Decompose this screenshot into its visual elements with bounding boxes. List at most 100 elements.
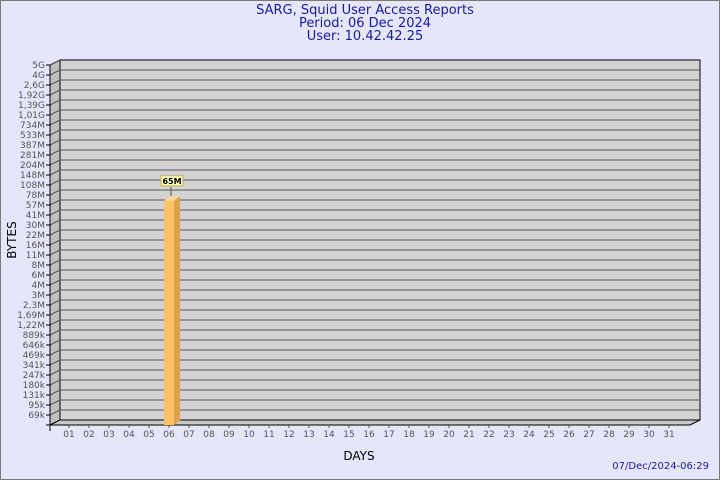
y-tick-label: 533M <box>20 131 45 141</box>
x-axis-title: DAYS <box>343 449 374 463</box>
gridline-side <box>49 339 61 346</box>
chart-title: SARG, Squid User Access Reports <box>256 3 474 18</box>
x-tick-label: 12 <box>283 430 294 440</box>
y-tick-label: 148M <box>20 171 45 181</box>
y-tick-label: 6M <box>32 271 46 281</box>
x-tick-label: 31 <box>663 430 674 440</box>
x-tick-label: 24 <box>523 430 535 440</box>
y-tick-label: 341k <box>23 361 46 371</box>
y-tick-label: 131k <box>23 391 46 401</box>
gridline-side <box>49 319 61 326</box>
x-tick-label: 25 <box>543 430 554 440</box>
gridline-side <box>49 99 61 106</box>
gridline-side <box>49 409 61 416</box>
y-tick-label: 22M <box>26 231 45 241</box>
y-tick-label: 69k <box>28 411 45 421</box>
gridline-side <box>49 89 61 96</box>
gridline-side <box>49 59 61 66</box>
gridline-side <box>49 279 61 286</box>
x-tick-label: 23 <box>503 430 514 440</box>
x-tick-label: 18 <box>403 430 415 440</box>
x-tick-label: 06 <box>163 430 175 440</box>
y-tick-label: 108M <box>20 181 45 191</box>
y-tick-label: 41M <box>26 211 45 221</box>
y-tick-label: 95k <box>28 401 45 411</box>
gridline-side <box>49 379 61 386</box>
y-tick-label: 1,01G <box>18 111 45 121</box>
x-tick-label: 16 <box>363 430 375 440</box>
gridline-side <box>49 249 61 256</box>
x-tick-label: 02 <box>83 430 94 440</box>
x-tick-label: 22 <box>483 430 494 440</box>
gridline-side <box>49 69 61 76</box>
y-tick-label: 2,3M <box>23 301 45 311</box>
y-tick-label: 1,22M <box>17 321 45 331</box>
chart-user: User: 10.42.42.25 <box>306 29 424 44</box>
x-tick-label: 17 <box>383 430 394 440</box>
x-tick-label: 04 <box>123 430 135 440</box>
x-tick-label: 10 <box>243 430 255 440</box>
x-tick-label: 26 <box>563 430 575 440</box>
x-tick-label: 30 <box>643 430 655 440</box>
gridline-side <box>49 389 61 396</box>
gridline-side <box>49 189 61 196</box>
y-tick-label: 8M <box>32 261 46 271</box>
x-tick-label: 15 <box>343 430 354 440</box>
x-tick-label: 11 <box>263 430 274 440</box>
y-tick-label: 646k <box>23 341 46 351</box>
gridline-side <box>49 159 61 166</box>
gridline-side <box>49 229 61 236</box>
gridline-side <box>49 129 61 136</box>
y-tick-label: 281M <box>20 151 45 161</box>
bar-label-box <box>160 175 184 187</box>
y-tick-label: 1,92G <box>18 91 45 101</box>
gridline-side <box>49 119 61 126</box>
y-tick-label: 204M <box>20 161 45 171</box>
y-tick-label: 78M <box>26 191 45 201</box>
gridline-side <box>49 139 61 146</box>
gridline-side <box>49 199 61 206</box>
gridline-side <box>49 269 61 276</box>
gridline-side <box>49 369 61 376</box>
x-tick-label: 21 <box>463 430 474 440</box>
y-tick-label: 4M <box>32 281 46 291</box>
x-tick-label: 14 <box>323 430 335 440</box>
gridline-side <box>49 179 61 186</box>
y-axis-title: BYTES <box>5 221 19 258</box>
bar <box>164 200 174 425</box>
bar-side <box>174 195 180 425</box>
chart-period: Period: 06 Dec 2024 <box>298 16 432 31</box>
y-tick-label: 16M <box>26 241 45 251</box>
x-tick-label: 19 <box>423 430 435 440</box>
x-tick-label: 08 <box>203 430 215 440</box>
gridline-side <box>49 239 61 246</box>
plot-floor <box>49 419 701 426</box>
y-tick-label: 180k <box>23 381 46 391</box>
y-tick-label: 57M <box>26 201 45 211</box>
y-tick-label: 5G <box>32 61 45 71</box>
gridline-side <box>49 219 61 226</box>
x-tick-label: 28 <box>603 430 615 440</box>
x-tick-label: 13 <box>303 430 314 440</box>
y-tick-label: 1,69M <box>17 311 45 321</box>
x-tick-label: 07 <box>183 430 194 440</box>
gridline-side <box>49 309 61 316</box>
gridline-side <box>49 149 61 156</box>
x-tick-label: 05 <box>143 430 154 440</box>
y-tick-label: 247k <box>23 371 46 381</box>
y-tick-label: 889k <box>23 331 46 341</box>
gridline-side <box>49 209 61 216</box>
gridline-side <box>49 109 61 116</box>
y-tick-label: 2,6G <box>24 81 45 91</box>
y-tick-label: 1,39G <box>18 101 45 111</box>
gridline-side <box>49 399 61 406</box>
y-tick-label: 734M <box>20 121 45 131</box>
x-tick-label: 01 <box>63 430 74 440</box>
gridline-side <box>49 349 61 356</box>
x-tick-label: 29 <box>623 430 635 440</box>
x-tick-label: 27 <box>583 430 594 440</box>
y-tick-label: 469k <box>23 351 46 361</box>
x-tick-label: 09 <box>223 430 235 440</box>
gridline-side <box>49 169 61 176</box>
